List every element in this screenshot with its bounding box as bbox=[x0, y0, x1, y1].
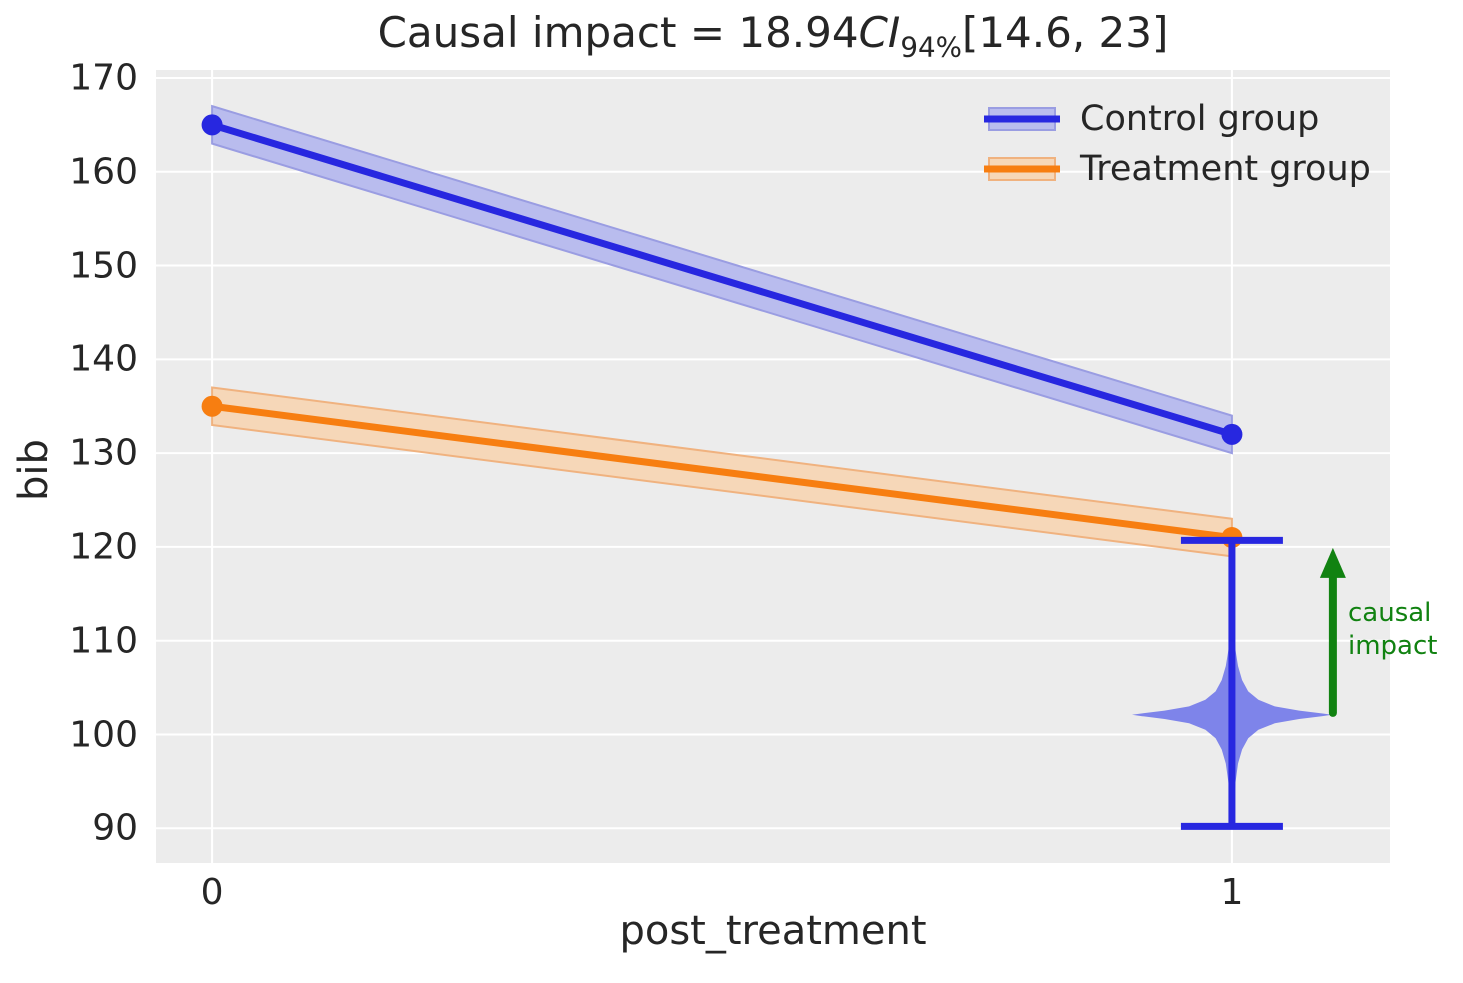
title-interval: [14.6, 23] bbox=[961, 8, 1169, 57]
legend-item-treatment-group: Treatment group bbox=[984, 148, 1371, 190]
causal-impact-annotation: causal impact bbox=[1348, 597, 1437, 663]
x-tick-label: 1 bbox=[1220, 872, 1244, 913]
chart-title: Causal impact = 18.94CI94%[14.6, 23] bbox=[156, 8, 1390, 63]
y-tick-label: 130 bbox=[69, 432, 138, 474]
annotation-line-2: impact bbox=[1348, 631, 1438, 661]
legend-item-control-group: Control group bbox=[984, 98, 1371, 140]
control-point bbox=[1221, 423, 1243, 445]
y-tick-label: 120 bbox=[69, 526, 138, 568]
control-point bbox=[201, 114, 223, 136]
y-tick-label: 150 bbox=[69, 245, 138, 287]
y-tick-label: 170 bbox=[69, 57, 138, 99]
y-tick-label: 100 bbox=[69, 714, 138, 755]
annotation-line-1: causal bbox=[1348, 598, 1432, 628]
y-axis-label: bib bbox=[11, 439, 57, 501]
x-axis-label: post_treatment bbox=[619, 908, 927, 954]
title-prefix: Causal impact = 18.94 bbox=[377, 8, 859, 57]
y-tick-label: 160 bbox=[69, 151, 138, 193]
y-axis-ticks: 90 100 110 120 130 140 150 160 170 bbox=[0, 0, 146, 983]
y-tick-label: 110 bbox=[69, 620, 138, 662]
control-group-legend-key bbox=[984, 106, 1060, 132]
causal-impact-arrow-head bbox=[1319, 547, 1346, 578]
title-ci-subscript: 94% bbox=[900, 30, 962, 64]
y-tick-label: 140 bbox=[69, 338, 138, 380]
control-line bbox=[208, 121, 1236, 438]
legend-label-treatment-group: Treatment group bbox=[1080, 149, 1371, 189]
y-tick-label: 90 bbox=[92, 807, 138, 849]
treatment-line-swatch bbox=[984, 165, 1060, 173]
treatment-group-legend-key bbox=[984, 156, 1060, 182]
treatment-point bbox=[201, 395, 223, 417]
x-tick-label: 0 bbox=[200, 872, 224, 913]
title-ci: CI bbox=[858, 8, 901, 57]
legend: Control group Treatment group bbox=[984, 98, 1371, 190]
treatment-line bbox=[208, 402, 1236, 542]
control-line-swatch bbox=[984, 115, 1060, 123]
legend-label-control-group: Control group bbox=[1080, 99, 1320, 139]
